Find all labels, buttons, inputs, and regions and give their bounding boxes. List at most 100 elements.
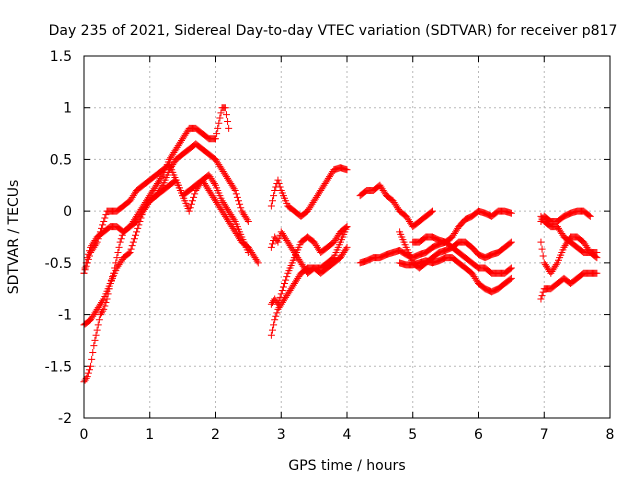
data-point [235, 197, 243, 205]
y-tick-label: -1 [58, 308, 72, 324]
data-point [99, 221, 107, 229]
data-point [271, 186, 279, 194]
data-point [99, 297, 107, 305]
x-tick-label: 0 [80, 427, 89, 443]
data-point [118, 231, 126, 239]
data-point [233, 193, 241, 201]
data-point [276, 293, 284, 301]
data-point [224, 118, 232, 126]
data-point [538, 292, 546, 300]
x-axis-label: GPS time / hours [288, 458, 405, 474]
data-point [283, 273, 291, 281]
y-tick-label: 0.5 [50, 152, 72, 168]
data-point [100, 217, 108, 225]
data-point [94, 321, 102, 329]
data-point [110, 269, 118, 277]
data-point [506, 265, 514, 273]
plot-frame [83, 55, 611, 419]
data-point [539, 252, 547, 260]
y-tick-label: 1.5 [50, 49, 72, 65]
data-point [221, 104, 229, 112]
y-tick-label: 0 [63, 204, 72, 220]
data-point [85, 366, 93, 374]
data-point [225, 124, 233, 132]
series-arc-5 [267, 243, 351, 339]
x-tick-label: 1 [145, 427, 154, 443]
data-point [190, 193, 198, 201]
series-arc-7 [267, 223, 351, 308]
data-point [84, 369, 92, 377]
data-point [231, 186, 239, 194]
data-point [99, 307, 107, 315]
data-point [126, 249, 134, 257]
x-tick-label: 8 [606, 427, 615, 443]
data-point [506, 239, 514, 247]
data-point [507, 264, 515, 272]
data-point [114, 249, 122, 257]
data-point [236, 200, 244, 208]
series-arc-14 [537, 269, 601, 303]
data-point [254, 259, 262, 267]
data-point [84, 255, 92, 263]
data-point [108, 273, 116, 281]
data-point [85, 252, 93, 260]
data-point [537, 238, 545, 246]
data-point [134, 224, 142, 232]
data-point [111, 264, 119, 272]
data-point [125, 249, 133, 257]
x-tick-label: 6 [474, 427, 483, 443]
data-point [275, 235, 283, 243]
data-point [267, 202, 275, 210]
data-point [83, 373, 91, 381]
data-point [216, 114, 224, 122]
y-tick-label: -0.5 [45, 256, 72, 272]
data-point [428, 207, 436, 215]
y-tick-label: -2 [58, 411, 72, 427]
data-point [185, 207, 193, 215]
data-point [273, 309, 281, 317]
data-point [81, 266, 89, 274]
data-point [215, 119, 223, 127]
chart-title: Day 235 of 2021, Sidereal Day-to-day VTE… [49, 23, 618, 39]
data-point [212, 135, 219, 143]
y-tick-label: 1 [63, 101, 72, 117]
x-tick-labels: 0 1 2 3 4 5 6 7 8 [80, 427, 615, 443]
series-arc-6 [267, 223, 351, 277]
data-point [272, 312, 280, 320]
data-point [133, 228, 141, 236]
data-point [342, 224, 350, 232]
data-point [230, 185, 238, 193]
data-point [213, 130, 221, 138]
data-point [427, 208, 435, 216]
data-point [91, 336, 99, 344]
data-point [115, 243, 123, 251]
data-point [507, 274, 515, 282]
data-point [537, 295, 545, 303]
data-point [585, 211, 593, 219]
data-point [281, 280, 289, 288]
data-point [276, 183, 284, 191]
series-arc-8 [267, 164, 351, 220]
data-point [214, 124, 222, 132]
data-point [279, 283, 287, 291]
data-point [253, 257, 261, 265]
series-arc-17 [537, 207, 594, 225]
data-point [507, 209, 515, 217]
data-point [270, 321, 278, 329]
data-point [270, 192, 278, 200]
data-point [274, 238, 282, 246]
data-point [506, 275, 514, 283]
grid [84, 56, 610, 418]
data-point [128, 242, 136, 250]
data-point [93, 326, 101, 334]
data-point [87, 362, 95, 370]
data-point [274, 176, 282, 184]
data-point [217, 109, 225, 117]
data-point [267, 243, 275, 251]
y-axis-label: SDTVAR / TECUs [6, 180, 22, 295]
y-tick-label: -1.5 [45, 359, 72, 375]
data-point [96, 228, 104, 236]
x-tick-label: 5 [408, 427, 417, 443]
data-point [93, 238, 101, 246]
